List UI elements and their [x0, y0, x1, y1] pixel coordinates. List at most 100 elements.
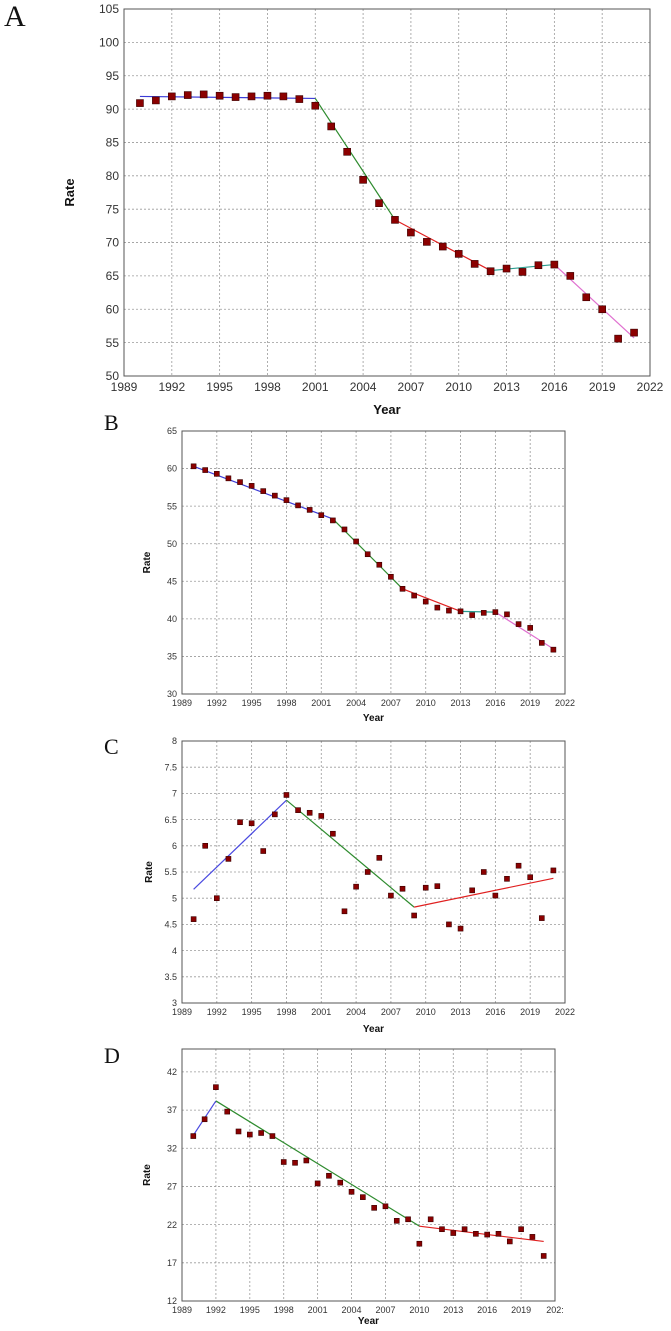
data-point: 2017: 65	[566, 272, 575, 280]
data-point: 2013: 66.1	[502, 264, 511, 273]
data-point: 2000: 6.6	[306, 809, 313, 816]
x-tick-label: 2007	[381, 698, 401, 708]
x-tick-label: 202:	[546, 1305, 564, 1315]
data-point: 2018: 5.6	[515, 862, 522, 869]
y-tick-label: 105	[99, 2, 119, 16]
y-tick-label: 75	[106, 202, 120, 216]
y-tick-label: 55	[167, 501, 177, 511]
y-tick-label: 80	[106, 169, 120, 183]
x-tick-label: 2001	[311, 1007, 331, 1017]
data-point: 2016: 40.9	[492, 609, 499, 615]
data-point: 2019: 21.4	[518, 1226, 524, 1233]
data-point: 2018: 39.3	[515, 621, 522, 627]
data-point: 2012: 21.4	[439, 1226, 445, 1233]
data-point: 2013: 20.9	[450, 1230, 457, 1236]
y-tick-label: 50	[106, 369, 120, 383]
data-point: 2008: 70.1	[423, 238, 431, 246]
chart-b: 1989 1992 1995 1998 2001 2004 2007 2010 2013 2016…	[142, 426, 575, 724]
x-tick-label: 2010	[409, 1305, 429, 1315]
y-tick-label: 85	[106, 136, 120, 150]
data-point: 1997: 33.6	[269, 1133, 276, 1139]
x-tick-label: 1995	[206, 380, 233, 394]
x-tick-label: 2010	[416, 1007, 436, 1017]
data-point: 2004: 50.3	[353, 538, 359, 545]
data-point: 2002: 53.1	[330, 517, 336, 524]
data-point: 1990: 90.9	[136, 99, 144, 107]
data-point: 2005: 48.6	[364, 551, 371, 558]
y-tick-label: 50	[167, 539, 177, 549]
data-point: 1995: 6.4	[248, 820, 255, 827]
x-tick-label: 2013	[451, 1007, 471, 1017]
data-point: 1997: 91.9	[247, 92, 256, 101]
data-point: 2011: 22.7	[427, 1216, 434, 1223]
data-point: 1995: 57.7	[248, 483, 255, 489]
data-point: 1991: 35.8	[201, 1116, 208, 1123]
x-axis-title: Year	[373, 402, 400, 417]
plot-frame	[181, 430, 566, 695]
data-point: 1993: 58.7	[225, 475, 232, 482]
data-point: 2004: 26.3	[348, 1189, 355, 1195]
data-point: 2007: 71.5	[407, 228, 415, 237]
data-point: 1999: 30.1	[292, 1159, 298, 1166]
data-point: 2003: 83.6	[343, 147, 351, 156]
data-point: 2003: 27.5	[337, 1179, 344, 1186]
data-point: 1999: 55.1	[295, 502, 301, 509]
data-point: 1997: 56.4	[272, 492, 278, 499]
data-point: 1992: 40	[213, 1084, 219, 1090]
y-tick-label: 7.5	[164, 762, 177, 772]
x-tick-label: 2019	[511, 1305, 531, 1315]
data-point: 2003: 4.8	[341, 908, 348, 915]
data-point: 1995: 92	[215, 91, 224, 100]
data-point: 1996: 5.9	[260, 848, 267, 854]
x-axis-title: Year	[358, 1316, 379, 1327]
x-tick-label: 2022	[555, 1007, 575, 1017]
plot-frame	[123, 8, 651, 377]
trend-segment-2	[215, 1100, 420, 1227]
y-tick-label: 45	[167, 576, 177, 586]
data-point: 2005: 25.6	[360, 1194, 366, 1200]
trend-segment-4	[490, 263, 555, 272]
chart-a: 1989 1992 1995 1998 2001 2004 2007 2010 2013 2016…	[62, 2, 664, 417]
x-tick-label: 1998	[274, 1305, 294, 1315]
trend-segment-2	[286, 799, 415, 908]
data-point: 1998: 92	[263, 91, 272, 100]
data-point: 1997: 6.6	[272, 811, 278, 818]
y-tick-label: 3	[172, 998, 177, 1008]
chart-d: 1989 1992 1995 1998 2001 2004 2007 2010 2013 2016…	[142, 1048, 564, 1327]
data-point: 2000: 30.4	[303, 1157, 310, 1164]
data-point: 2008: 44	[399, 585, 406, 592]
x-tick-label: 1992	[206, 1305, 226, 1315]
x-tick-label: 2019	[520, 698, 540, 708]
trend-segment-3	[419, 1225, 544, 1243]
data-point: 2021: 35.9	[550, 646, 557, 653]
data-point: 2001: 6.6	[318, 813, 325, 819]
x-tick-label: 1995	[240, 1305, 260, 1315]
data-point: 2001: 27.4	[314, 1180, 321, 1187]
data-point: 1994: 6.5	[237, 819, 243, 826]
data-point: 2020: 20.4	[529, 1234, 536, 1240]
y-tick-label: 35	[167, 652, 177, 662]
x-axis-title: Year	[363, 713, 384, 724]
data-point: 1999: 91.9	[279, 92, 288, 101]
x-tick-label: 2004	[342, 1305, 362, 1315]
data-point: 1996: 34	[258, 1130, 264, 1136]
data-point: 1994: 34.2	[235, 1128, 242, 1135]
data-point: 2021: 56.5	[630, 328, 638, 337]
y-tick-label: 65	[106, 269, 120, 283]
x-tick-label: 2007	[381, 1007, 401, 1017]
data-point: 1994: 58.2	[237, 479, 243, 485]
data-point: 2018: 61.8	[582, 293, 591, 302]
trend-segment-5	[495, 611, 554, 650]
y-tick-label: 17	[167, 1258, 177, 1268]
data-point: 2017: 40.6	[504, 611, 510, 618]
data-point: 2016: 66.7	[550, 260, 559, 269]
x-tick-label: 2007	[375, 1305, 395, 1315]
data-point: 1996: 91.8	[231, 93, 240, 101]
x-tick-label: 2007	[398, 380, 425, 394]
trend-segment-5	[553, 264, 635, 339]
x-tick-label: 1992	[207, 1007, 227, 1017]
y-axis-title: Rate	[144, 861, 155, 883]
y-tick-label: 60	[167, 464, 177, 474]
data-point: 2002: 87.4	[327, 122, 336, 131]
data-point: 2005: 5.5	[364, 869, 371, 875]
